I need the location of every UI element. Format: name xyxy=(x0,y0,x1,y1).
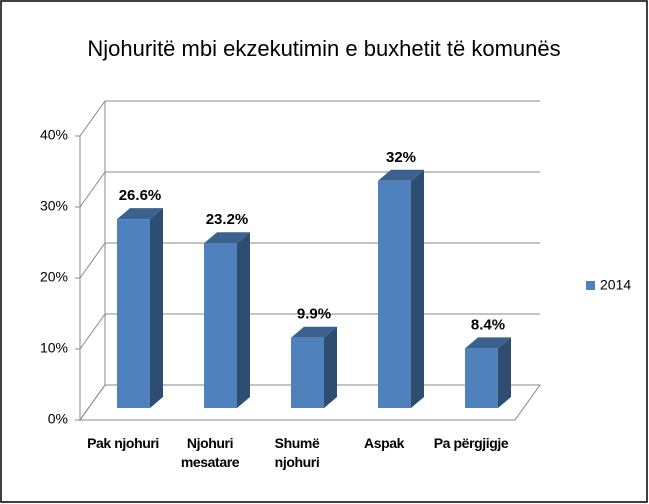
data-label: 32% xyxy=(386,149,416,166)
bar-top xyxy=(117,208,163,220)
grid-line xyxy=(79,242,106,279)
bar-side xyxy=(237,232,250,408)
y-tick-label: 20% xyxy=(40,269,68,285)
x-tick-label: Pak njohuri xyxy=(87,435,159,451)
grid-line xyxy=(79,100,106,137)
x-tick-label: Aspak xyxy=(363,435,405,451)
x-tick-label: Pa përgjigje xyxy=(433,435,509,451)
bar-front xyxy=(291,337,324,408)
bar xyxy=(378,169,424,408)
bar xyxy=(291,326,337,408)
bar xyxy=(204,232,250,408)
bar-front xyxy=(117,219,150,408)
bar-top xyxy=(465,337,511,349)
grid-line xyxy=(79,171,106,208)
data-label: 23.2% xyxy=(206,211,249,228)
x-tick-label: Shumë njohuri xyxy=(274,435,320,470)
bar xyxy=(465,337,511,408)
legend-label: 2014 xyxy=(600,277,631,293)
bar-side xyxy=(498,337,511,408)
bar-front xyxy=(378,180,411,408)
chart-title: Njohuritë mbi ekzekutimin e buxhetit të … xyxy=(87,36,560,61)
y-tick-label: 10% xyxy=(40,340,68,356)
y-tick-label: 30% xyxy=(40,198,68,214)
bar-top xyxy=(291,326,337,338)
data-label: 26.6% xyxy=(119,187,162,204)
bar xyxy=(117,208,163,408)
bar-top xyxy=(378,169,424,181)
bar-side xyxy=(411,169,424,408)
grid-line xyxy=(79,384,106,421)
bar-side xyxy=(324,326,337,408)
x-tick-label: Njohuri mesatare xyxy=(180,435,240,470)
data-label: 8.4% xyxy=(471,316,505,333)
bar-side xyxy=(150,208,163,408)
bar-front xyxy=(204,243,237,408)
bar-front xyxy=(465,348,498,408)
y-tick-label: 0% xyxy=(48,411,68,427)
bar-top xyxy=(204,232,250,244)
legend-swatch xyxy=(586,281,595,290)
y-tick-label: 40% xyxy=(40,127,68,143)
data-label: 9.9% xyxy=(297,306,331,323)
grid-line xyxy=(79,313,106,350)
